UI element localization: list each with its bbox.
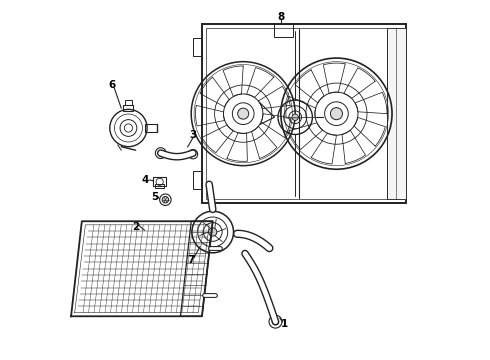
Bar (273, 24, 293, 37)
Circle shape (330, 108, 343, 120)
Text: 7: 7 (187, 255, 194, 265)
Circle shape (162, 197, 169, 203)
Bar (193, 171, 202, 189)
Bar (193, 39, 202, 56)
Text: 6: 6 (109, 80, 116, 90)
Bar (387, 28, 406, 199)
Bar (146, 124, 157, 132)
Bar (124, 100, 132, 105)
Bar (123, 105, 133, 111)
Circle shape (209, 228, 217, 236)
Bar (153, 177, 166, 186)
Text: 2: 2 (132, 222, 139, 231)
Circle shape (292, 114, 298, 121)
Circle shape (238, 108, 249, 119)
Bar (202, 24, 406, 203)
Text: 4: 4 (142, 175, 149, 185)
Text: 3: 3 (189, 130, 196, 140)
Text: 8: 8 (277, 12, 285, 22)
Text: 5: 5 (151, 192, 158, 202)
Bar (155, 184, 164, 188)
Text: 1: 1 (281, 319, 288, 329)
Bar (206, 28, 402, 199)
